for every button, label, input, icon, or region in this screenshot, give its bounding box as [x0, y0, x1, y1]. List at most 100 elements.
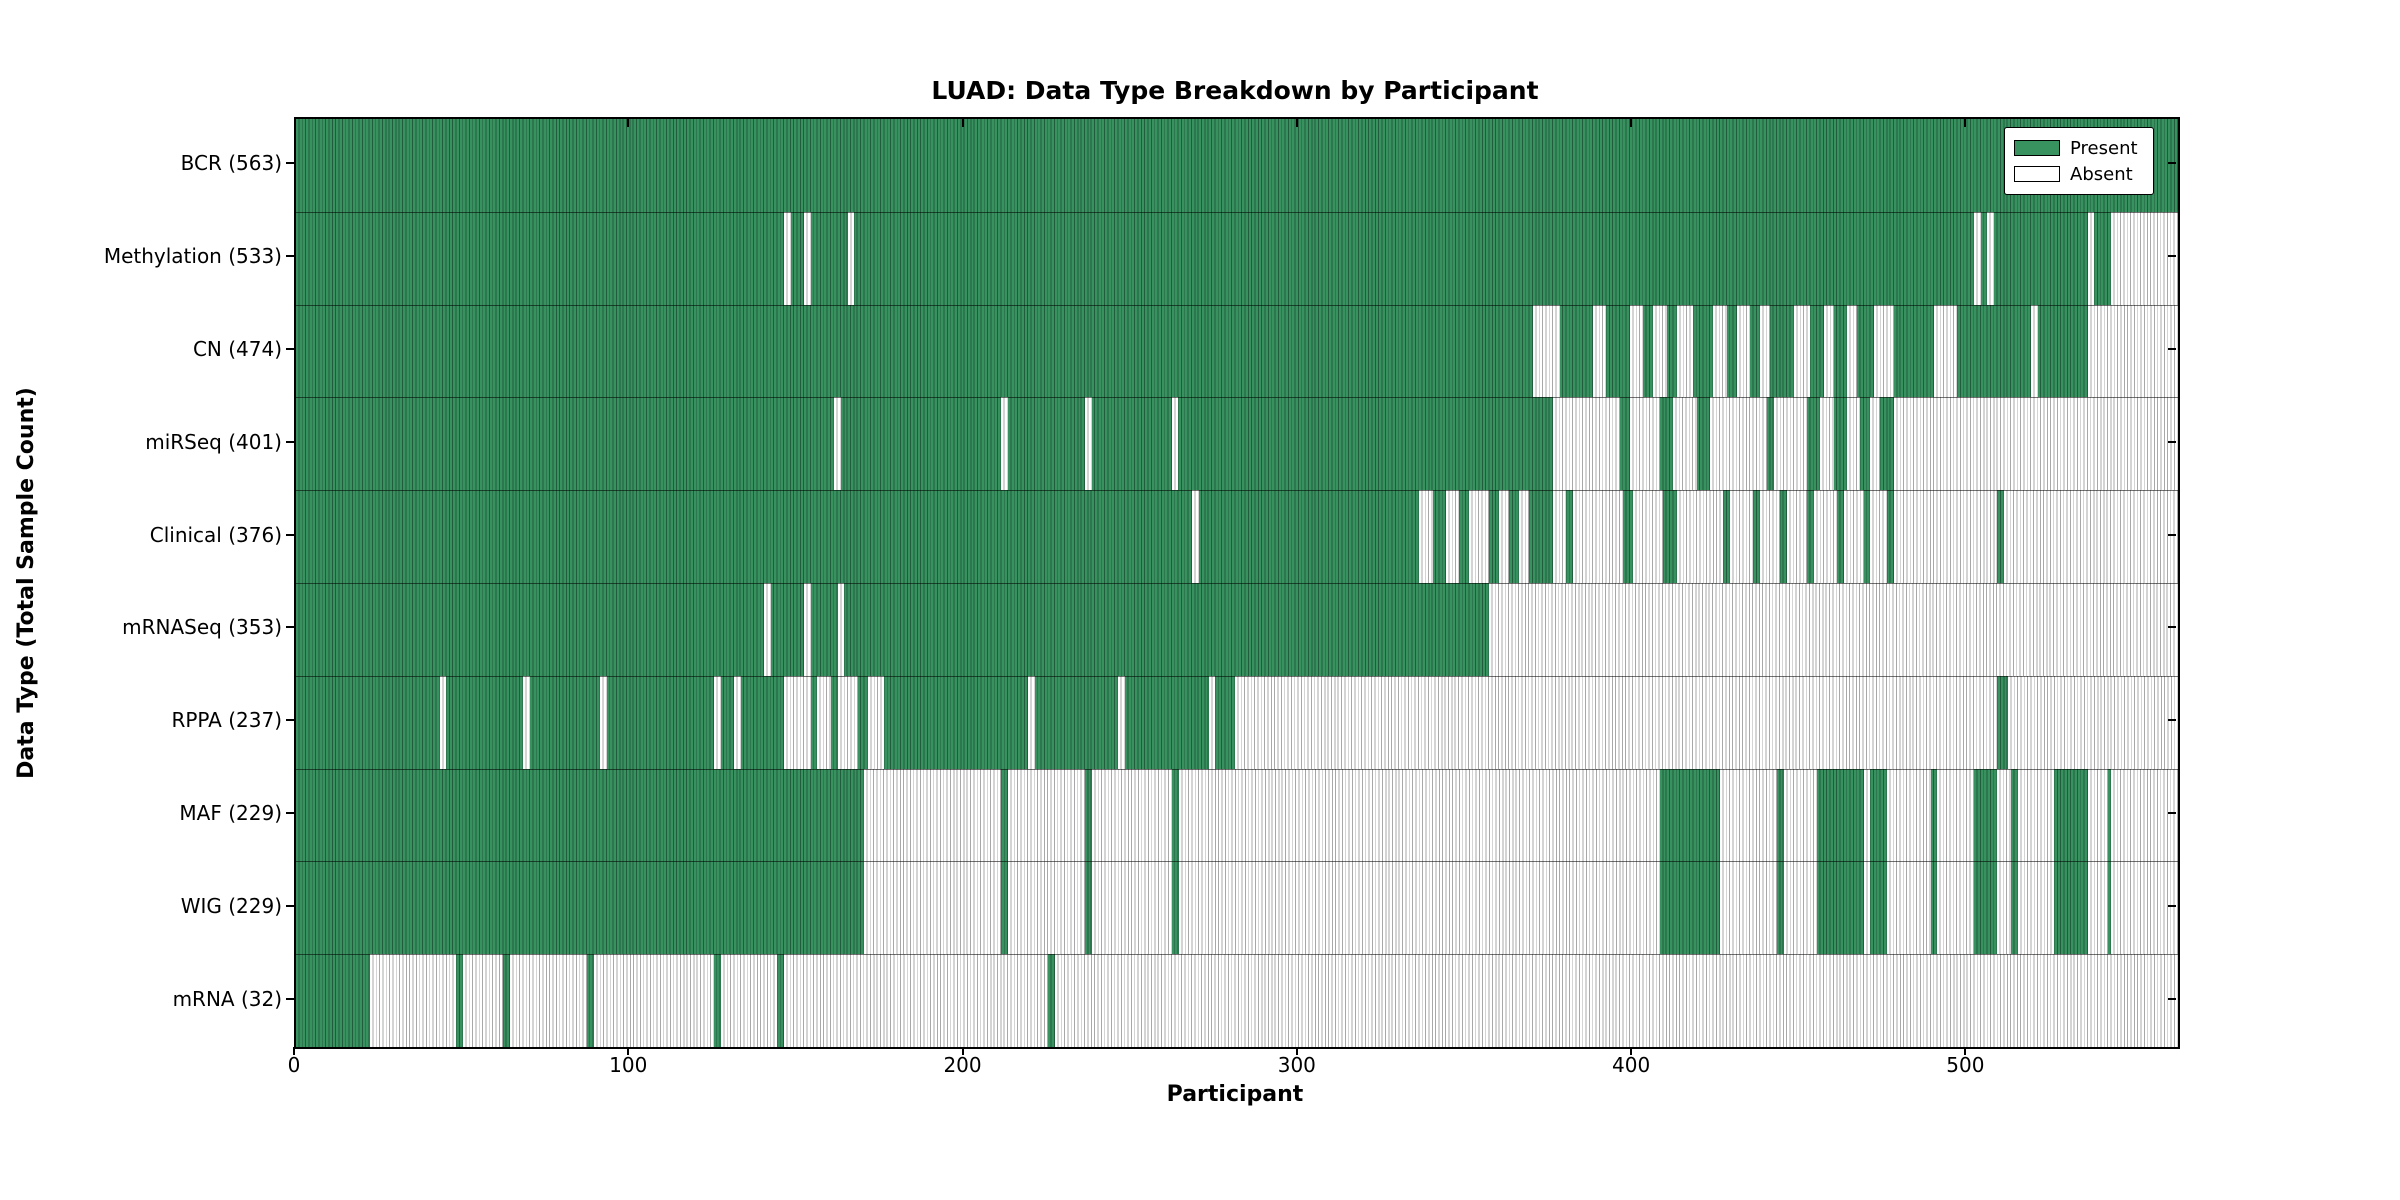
row-separator	[296, 954, 2178, 956]
row-separator	[296, 304, 2178, 306]
absent-segment	[1593, 304, 1607, 398]
x-axis-label: Participant	[1166, 1082, 1304, 1107]
absent-segment	[1676, 304, 1694, 398]
row-methylation	[296, 211, 2178, 305]
ytick-mark	[286, 348, 294, 350]
absent-segment	[1091, 861, 1172, 955]
absent-segment	[1235, 675, 1998, 769]
absent-segment	[1633, 490, 1664, 583]
absent-segment	[1847, 304, 1858, 398]
absent-segment	[1091, 768, 1172, 862]
absent-segment	[1572, 490, 1624, 583]
xtick-mark-top	[627, 119, 630, 127]
absent-segment	[837, 583, 845, 676]
absent-segment	[2111, 768, 2178, 862]
ytick-label-methylation: Methylation (533)	[103, 244, 282, 269]
absent-segment	[1001, 397, 1008, 491]
absent-segment	[1893, 397, 2178, 491]
absent-segment	[1760, 490, 1781, 583]
absent-segment	[600, 675, 607, 769]
xtick-label-100: 100	[609, 1053, 648, 1077]
absent-segment	[1713, 304, 1727, 398]
absent-swatch	[2014, 166, 2060, 182]
absent-segment	[720, 954, 778, 1047]
ytick-mark-right	[2168, 719, 2176, 722]
absent-segment	[463, 954, 504, 1047]
chart-title: LUAD: Data Type Breakdown by Participant	[931, 76, 1539, 105]
absent-segment	[1997, 861, 2011, 955]
absent-segment	[1863, 861, 1871, 955]
xtick-mark	[293, 1047, 295, 1055]
absent-segment	[864, 768, 1002, 862]
ytick-mark-right	[2168, 904, 2176, 907]
absent-segment	[1793, 304, 1811, 398]
absent-segment	[1489, 583, 2178, 676]
ytick-mark-right	[2168, 626, 2176, 629]
present-swatch	[2014, 140, 2060, 156]
absent-segment	[733, 675, 741, 769]
row-separator	[296, 583, 2178, 584]
absent-segment	[1208, 675, 1216, 769]
absent-segment	[1552, 490, 1567, 583]
absent-segment	[1736, 304, 1751, 398]
absent-segment	[509, 954, 587, 1047]
ytick-mark-right	[2168, 348, 2176, 350]
absent-segment	[1445, 490, 1460, 583]
absent-segment	[837, 675, 858, 769]
absent-segment	[1843, 490, 1864, 583]
ytick-mark-right	[2168, 997, 2176, 1000]
absent-segment	[1773, 397, 1807, 491]
absent-segment	[1730, 490, 1754, 583]
absent-segment	[817, 675, 831, 769]
absent-segment	[1469, 490, 1490, 583]
xtick-mark-top	[1964, 119, 1967, 127]
absent-segment	[1823, 304, 1834, 398]
legend-label-present: Present	[2070, 137, 2138, 159]
absent-segment	[867, 675, 885, 769]
row-mrnaseq	[296, 583, 2178, 676]
absent-segment	[1118, 675, 1125, 769]
absent-segment	[1191, 490, 1199, 583]
legend-label-absent: Absent	[2070, 163, 2133, 185]
absent-segment	[1887, 768, 1931, 862]
absent-segment	[804, 211, 811, 305]
ytick-mark	[286, 812, 294, 814]
ytick-mark	[286, 533, 294, 536]
absent-segment	[1937, 861, 1975, 955]
absent-segment	[763, 583, 771, 676]
ytick-label-clinical: Clinical (376)	[149, 522, 282, 547]
absent-segment	[1008, 768, 1085, 862]
absent-segment	[784, 675, 811, 769]
absent-segment	[1710, 397, 1767, 491]
absent-segment	[1054, 954, 2178, 1047]
ytick-mark-right	[2168, 533, 2176, 536]
absent-segment	[523, 675, 530, 769]
absent-segment	[2111, 861, 2178, 955]
absent-segment	[1863, 768, 1871, 862]
absent-segment	[864, 861, 1002, 955]
absent-segment	[1933, 304, 1958, 398]
xtick-mark	[1630, 1047, 1633, 1055]
absent-segment	[1673, 397, 1697, 491]
absent-segment	[1760, 304, 1771, 398]
absent-segment	[1786, 490, 1807, 583]
absent-segment	[1937, 768, 1975, 862]
absent-segment	[1873, 304, 1894, 398]
row-rppa	[296, 675, 2178, 769]
ytick-mark	[286, 162, 294, 165]
ytick-mark	[286, 440, 294, 443]
row-separator	[296, 675, 2178, 677]
absent-segment	[1178, 768, 1660, 862]
row-separator	[296, 490, 2178, 492]
row-cn	[296, 304, 2178, 398]
absent-segment	[804, 583, 811, 676]
row-bcr	[296, 119, 2178, 212]
absent-segment	[1893, 490, 1998, 583]
absent-segment	[1813, 490, 1838, 583]
absent-segment	[1532, 304, 1560, 398]
absent-segment	[2017, 768, 2055, 862]
row-separator	[296, 211, 2178, 213]
absent-segment	[1783, 768, 1817, 862]
legend-item-absent: Absent	[2014, 161, 2143, 187]
absent-segment	[1028, 675, 1035, 769]
